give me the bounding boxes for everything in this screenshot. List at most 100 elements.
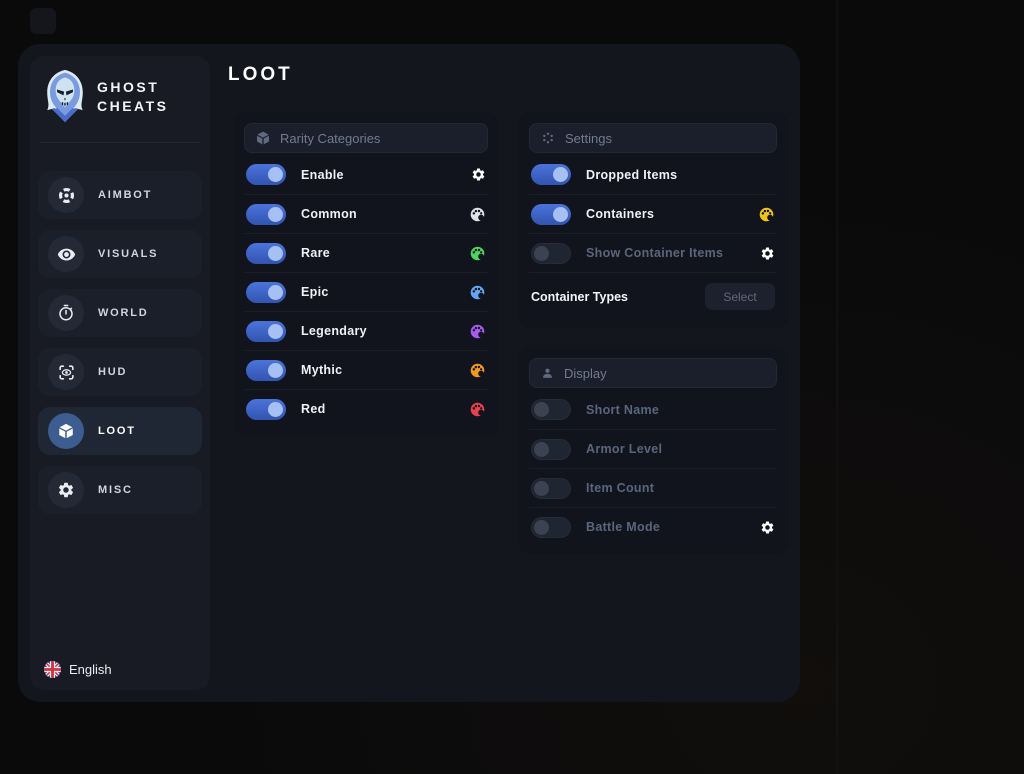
palette-icon[interactable] (758, 206, 775, 223)
row-rare: Rare (244, 233, 488, 272)
crosshair-icon (48, 177, 84, 213)
gear-icon (48, 472, 84, 508)
row-label: Show Container Items (586, 246, 724, 260)
settings-rows: Dropped Items Containers Show Container … (529, 155, 777, 320)
cheat-menu-window: GHOST CHEATS AIMBOT (18, 44, 800, 702)
sidebar-item-label: HUD (98, 366, 128, 378)
toggle-knob (268, 401, 283, 417)
toggle-knob (553, 206, 568, 222)
toggle-knob (268, 284, 283, 300)
rarity-panel-header: Rarity Categories (244, 123, 488, 153)
containers-toggle[interactable] (531, 203, 571, 225)
show-container-items-toggle[interactable] (531, 242, 571, 264)
settings-panel: Settings Dropped Items Containers Show C… (518, 112, 788, 328)
container-types-select-button[interactable]: Select (705, 283, 775, 310)
sidebar-item-label: MISC (98, 484, 133, 496)
mythic-toggle[interactable] (246, 359, 286, 381)
row-short-name: Short Name (529, 390, 777, 429)
row-label: Legendary (301, 324, 367, 338)
row-common: Common (244, 194, 488, 233)
palette-icon[interactable] (469, 284, 486, 301)
row-label: Epic (301, 285, 329, 299)
gear-icon[interactable] (760, 246, 775, 261)
settings-panel-header: Settings (529, 123, 777, 153)
common-toggle[interactable] (246, 203, 286, 225)
eye-icon (48, 236, 84, 272)
toggle-knob (268, 323, 283, 339)
gear-icon[interactable] (760, 520, 775, 535)
toggle-knob (534, 245, 549, 261)
row-battle-mode: Battle Mode (529, 507, 777, 546)
row-legendary: Legendary (244, 311, 488, 350)
toggle-knob (268, 167, 283, 182)
toggle-knob (534, 480, 549, 496)
sidebar-item-misc[interactable]: MISC (38, 466, 202, 514)
rare-toggle[interactable] (246, 242, 286, 264)
sidebar-item-visuals[interactable]: VISUALS (38, 230, 202, 278)
row-label: Containers (586, 207, 655, 221)
rarity-categories-panel: Rarity Categories Enable Common Rare (233, 112, 499, 436)
toggle-knob (268, 206, 283, 222)
battle-mode-toggle[interactable] (531, 516, 571, 538)
sidebar-divider (40, 142, 200, 143)
uk-flag-icon (44, 661, 61, 678)
sidebar-nav: AIMBOT VISUALS WORLD (30, 143, 210, 514)
display-rows: Short Name Armor Level Item Count Battle… (529, 390, 777, 546)
language-selector[interactable]: English (44, 661, 112, 678)
person-icon (543, 368, 552, 378)
toggle-knob (534, 402, 549, 417)
sidebar-item-world[interactable]: WORLD (38, 289, 202, 337)
row-label: Mythic (301, 363, 343, 377)
row-enable: Enable (244, 155, 488, 194)
display-panel: Display Short Name Armor Level Item Coun… (518, 347, 788, 554)
item-count-toggle[interactable] (531, 477, 571, 499)
sidebar-item-aimbot[interactable]: AIMBOT (38, 171, 202, 219)
enable-toggle[interactable] (246, 164, 286, 185)
sidebar-item-label: VISUALS (98, 248, 159, 260)
panel-title: Display (564, 365, 607, 381)
sidebar-item-loot[interactable]: LOOT (38, 407, 202, 455)
legendary-toggle[interactable] (246, 320, 286, 342)
epic-toggle[interactable] (246, 281, 286, 303)
hud-frame-eye-icon (48, 354, 84, 390)
row-label: Item Count (586, 481, 655, 495)
language-label: English (69, 662, 112, 677)
row-containers: Containers (529, 194, 777, 233)
brand-line2: CHEATS (97, 98, 169, 114)
sidebar-item-label: LOOT (98, 425, 136, 437)
row-label: Enable (301, 167, 344, 182)
red-toggle[interactable] (246, 398, 286, 420)
sidebar: GHOST CHEATS AIMBOT (30, 56, 210, 690)
row-mythic: Mythic (244, 350, 488, 389)
rarity-rows: Enable Common Rare (244, 155, 488, 428)
palette-icon[interactable] (469, 401, 486, 418)
box-icon (255, 130, 271, 146)
panel-title: Settings (565, 130, 612, 146)
palette-icon[interactable] (469, 362, 486, 379)
row-epic: Epic (244, 272, 488, 311)
armor-level-toggle[interactable] (531, 438, 571, 460)
panel-title: Rarity Categories (280, 130, 381, 146)
dotted-circle-icon (543, 132, 553, 144)
sidebar-item-label: AIMBOT (98, 189, 153, 201)
palette-icon[interactable] (469, 206, 486, 223)
ghost-logo-icon (47, 69, 83, 123)
toggle-knob (534, 441, 549, 457)
toggle-knob (553, 167, 568, 182)
toggle-knob (534, 519, 549, 535)
row-item-count: Item Count (529, 468, 777, 507)
timer-icon (48, 295, 84, 331)
row-label: Dropped Items (586, 167, 678, 182)
gear-icon[interactable] (471, 167, 486, 182)
palette-icon[interactable] (469, 245, 486, 262)
row-label: Rare (301, 246, 330, 260)
row-armor-level: Armor Level (529, 429, 777, 468)
short-name-toggle[interactable] (531, 399, 571, 420)
palette-icon[interactable] (469, 323, 486, 340)
row-label: Short Name (586, 402, 660, 417)
dropped-items-toggle[interactable] (531, 164, 571, 185)
row-label: Red (301, 402, 326, 416)
row-dropped-items: Dropped Items (529, 155, 777, 194)
taskbar-app-icon[interactable] (30, 8, 56, 34)
sidebar-item-hud[interactable]: HUD (38, 348, 202, 396)
